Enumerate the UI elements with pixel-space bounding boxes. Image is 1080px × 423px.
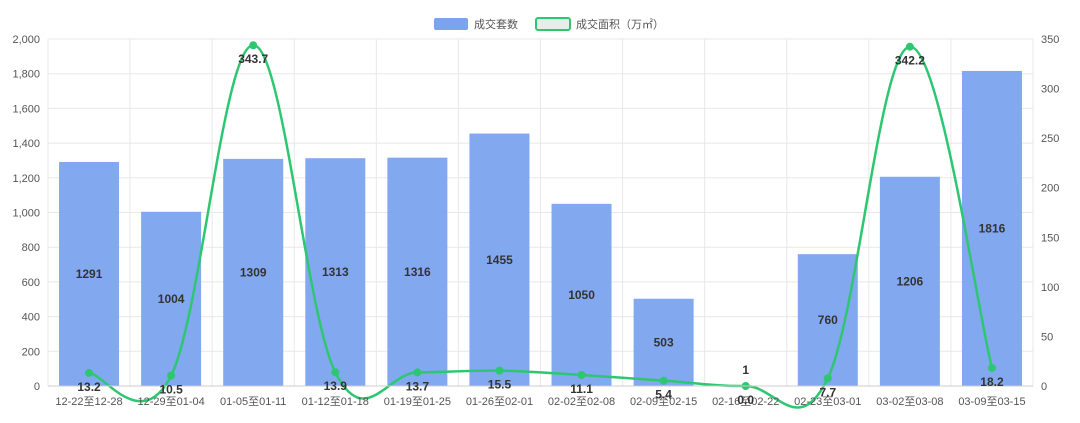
grid-layer (47, 38, 1034, 387)
bar (223, 158, 284, 386)
line-value-label: 13.7 (406, 379, 430, 393)
line-point (167, 371, 176, 380)
bar (797, 254, 858, 386)
line-point (249, 41, 258, 50)
y-left-tick-label: 600 (22, 277, 40, 289)
line-point (987, 363, 996, 372)
line-value-label: 13.2 (77, 380, 101, 394)
x-tick-label: 01-19至01-25 (384, 396, 451, 408)
series-line (88, 43, 994, 409)
x-tick-label: 03-02至03-08 (876, 396, 943, 408)
axis-layer: 0 200 400 600 800 1,000 1,200 1,400 1,600 1,800 2,… (12, 34, 1059, 408)
bar-value-label: 1455 (486, 253, 513, 267)
line-point (413, 368, 422, 377)
bar-value-label: 503 (654, 335, 674, 349)
legend-bar-label: 成交套数 (474, 17, 518, 31)
line-value-label: 343.7 (238, 52, 268, 66)
y-right-tick-label: 100 (1041, 282, 1059, 294)
x-tick-label: 02-23至03-01 (794, 396, 861, 408)
x-tick-label: 02-09至02-15 (630, 396, 697, 408)
y-right-tick-label: 350 (1041, 34, 1059, 46)
line-point (905, 42, 914, 51)
bar-value-label: 1816 (979, 221, 1006, 235)
y-left-tick-label: 1,600 (12, 103, 40, 115)
bar (305, 158, 366, 386)
bar (387, 157, 448, 386)
bars-layer (59, 70, 1022, 387)
line-value-label: 7.7 (819, 385, 836, 399)
bar (633, 298, 694, 386)
line-value-label: 18.2 (980, 375, 1004, 389)
y-right-tick-label: 150 (1041, 232, 1059, 244)
bar (59, 162, 120, 386)
line-value-label: 342.2 (895, 54, 925, 68)
y-left-tick-label: 1,400 (12, 138, 40, 150)
y-left-tick-label: 1,800 (12, 69, 40, 81)
bar (879, 176, 940, 386)
bar-value-label: 1050 (568, 288, 595, 302)
x-tick-label: 12-29至01-04 (137, 396, 204, 408)
y-left-tick-label: 0 (34, 381, 40, 393)
y-left-tick-label: 800 (22, 242, 40, 254)
bar (961, 70, 1022, 386)
bar-value-label: 1 (742, 363, 749, 377)
line-value-label: 5.4 (655, 388, 672, 402)
bar-value-label: 1291 (76, 267, 103, 281)
legend-line-label: 成交面积（万㎡） (576, 17, 664, 31)
line-point (577, 370, 586, 379)
legend-bar-swatch (434, 18, 468, 30)
line-point (495, 366, 504, 375)
y-right-tick-label: 0 (1041, 381, 1047, 393)
bar (469, 133, 530, 386)
x-tick-label: 02-02至02-08 (548, 396, 615, 408)
line-value-label: 11.1 (570, 382, 593, 396)
line-layer (85, 41, 996, 409)
line-point (659, 376, 668, 385)
y-right-tick-label: 250 (1041, 133, 1059, 145)
y-right-tick-label: 200 (1041, 183, 1059, 195)
bar-value-label: 1004 (158, 292, 185, 306)
bar (551, 203, 612, 386)
line-value-label: 10.5 (159, 383, 183, 397)
bar-value-label: 1313 (322, 265, 349, 279)
bar-value-label: 1206 (897, 274, 924, 288)
labels-layer: 1291 1004 1309 1313 1316 1455 1050 503 1 760 1206 1… (76, 52, 1006, 407)
legend: 成交套数 成交面积（万㎡） (434, 17, 664, 31)
line-value-label: 13.9 (324, 379, 348, 393)
y-left-tick-label: 1,200 (12, 173, 40, 185)
x-tick-label: 01-05至01-11 (220, 396, 286, 408)
bar-value-label: 1316 (404, 265, 431, 279)
x-tick-label: 01-12至01-18 (302, 396, 369, 408)
x-tick-label: 02-16至02-22 (712, 396, 779, 408)
y-left-tick-label: 200 (22, 346, 40, 358)
bar-value-label: 760 (818, 313, 838, 327)
line-point (331, 368, 340, 377)
y-left-tick-label: 2,000 (12, 34, 40, 46)
line-value-label: 0.0 (737, 393, 754, 407)
x-tick-label: 03-09至03-15 (958, 396, 1025, 408)
y-left-tick-label: 1,000 (12, 208, 40, 220)
y-left-tick-label: 400 (22, 312, 40, 324)
x-tick-label: 01-26至02-01 (466, 396, 533, 408)
y-right-tick-label: 300 (1041, 84, 1059, 96)
legend-line-swatch (535, 17, 571, 31)
line-point (85, 368, 94, 377)
line-point (823, 374, 832, 383)
y-right-tick-label: 50 (1041, 331, 1053, 343)
bar-value-label: 1309 (240, 265, 267, 279)
line-value-label: 15.5 (488, 378, 512, 392)
x-tick-label: 12-22至12-28 (55, 396, 122, 408)
